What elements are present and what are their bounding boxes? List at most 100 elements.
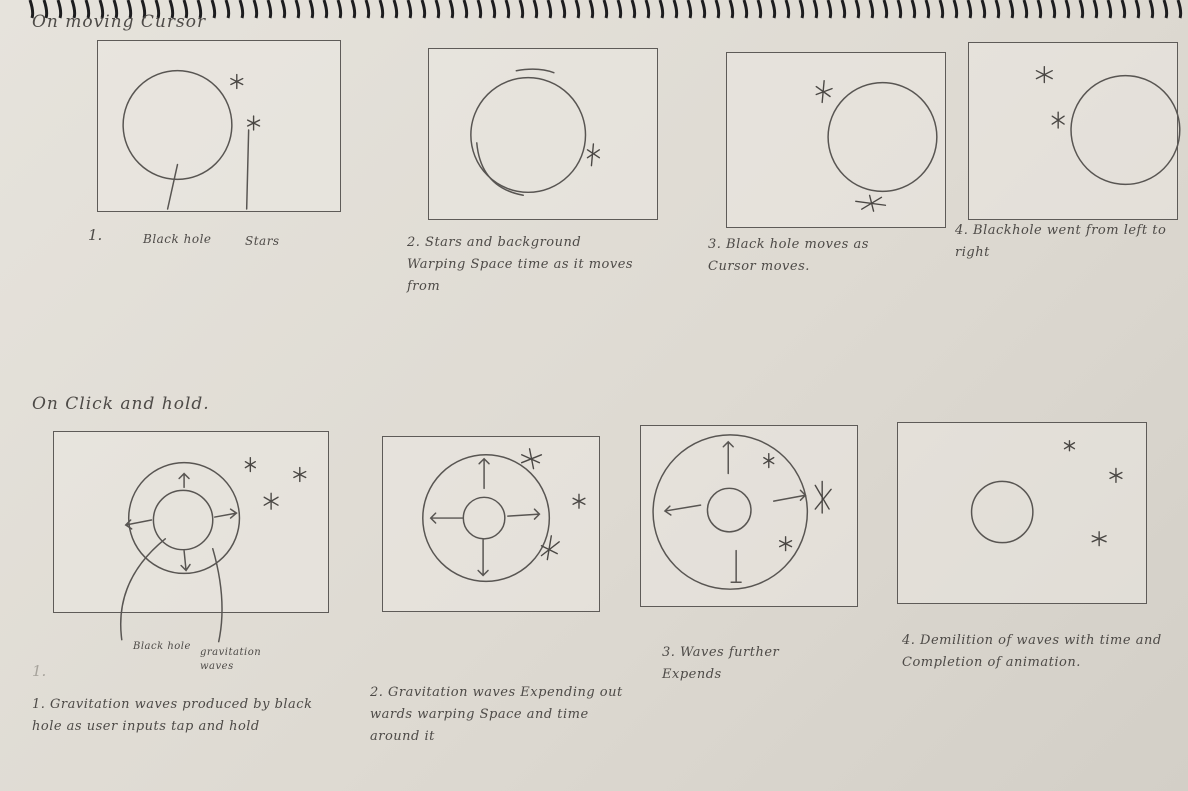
caption-click-1: 1. Gravitation waves produced by black h…: [32, 697, 313, 734]
spiral-coil: [1008, 0, 1015, 19]
caption-moving-4: 4. Blackhole went from left to right: [955, 223, 1167, 260]
spiral-coil: [798, 0, 805, 19]
spiral-coil: [392, 0, 399, 19]
star-icon: [1051, 111, 1065, 129]
spiral-coil: [378, 0, 385, 19]
spiral-coil: [1078, 0, 1085, 19]
star-icon: [246, 115, 261, 131]
label-black-hole: Black hole: [143, 232, 212, 246]
star-icon: [763, 453, 775, 469]
spiral-coil: [98, 0, 105, 19]
spiral-coil: [910, 0, 917, 19]
spiral-coil: [560, 0, 567, 19]
spiral-coil: [630, 0, 637, 19]
spiral-coil: [700, 0, 707, 19]
spiral-coil: [168, 0, 175, 19]
spiral-coil: [462, 0, 469, 19]
click-panel-2: [382, 436, 600, 612]
star-icon: [244, 457, 256, 473]
spiral-coil: [476, 0, 483, 19]
spiral-coil: [882, 0, 889, 19]
spiral-coil: [294, 0, 301, 19]
black-hole: [462, 496, 506, 540]
star-icon: [1035, 66, 1053, 84]
spiral-coil: [1162, 0, 1169, 19]
caption-moving-1: 1.: [88, 226, 103, 244]
spiral-coil: [266, 0, 273, 19]
moving-panel-1: [97, 40, 341, 212]
section-title-moving-cursor: On moving Cursor: [32, 12, 207, 32]
section-title-click-hold: On Click and hold.: [32, 394, 210, 414]
spiral-coil: [56, 0, 63, 19]
caption-click-2: 2. Gravitation waves Expending out wards…: [370, 685, 623, 744]
spiral-coil: [1064, 0, 1071, 19]
spiral-coil: [966, 0, 973, 19]
star-icon: [855, 194, 887, 212]
spiral-coil: [490, 0, 497, 19]
spiral-coil: [588, 0, 595, 19]
spiral-coil: [994, 0, 1001, 19]
star-icon: [1109, 467, 1123, 484]
spiral-coil: [686, 0, 693, 19]
spiral-coil: [280, 0, 287, 19]
moving-panel-4: [968, 42, 1181, 220]
black-hole: [827, 81, 938, 193]
spiral-coil: [756, 0, 763, 19]
star-icon: [815, 79, 833, 104]
black-hole: [970, 480, 1034, 544]
black-hole-warped: [470, 76, 587, 194]
spiral-coil: [322, 0, 329, 19]
caption-click-4: 4. Demilition of waves with time and Com…: [902, 633, 1162, 670]
star-icon: [1063, 440, 1076, 452]
spiral-coil: [728, 0, 735, 19]
spiral-coil: [1120, 0, 1127, 19]
spiral-coil: [196, 0, 203, 19]
spiral-coil: [658, 0, 665, 19]
spiral-coil: [448, 0, 455, 19]
gravitation-wave-ring: [652, 434, 809, 590]
spiral-coil: [350, 0, 357, 19]
caption-click-3: 3. Waves further Expends: [662, 645, 780, 682]
spiral-coil: [42, 0, 49, 19]
moving-panel-3: [726, 52, 946, 228]
spiral-coil: [1134, 0, 1141, 19]
spiral-coil: [336, 0, 343, 19]
spiral-coil: [784, 0, 791, 19]
label-gravitation-waves: gravitation waves: [200, 647, 262, 672]
spiral-coil: [644, 0, 651, 19]
spiral-coil: [714, 0, 721, 19]
spiral-coil: [210, 0, 217, 19]
spiral-coil: [742, 0, 749, 19]
caption-moving-2: 2. Stars and background Warping Space ti…: [407, 235, 634, 294]
spiral-coil: [826, 0, 833, 19]
star-icon: [540, 535, 560, 561]
star-icon: [814, 480, 832, 514]
spiral-coil: [938, 0, 945, 19]
spiral-coil: [854, 0, 861, 19]
star-icon: [520, 448, 543, 470]
spiral-coil: [406, 0, 413, 19]
black-hole: [706, 487, 752, 533]
spiral-coil: [224, 0, 231, 19]
spiral-coil: [1092, 0, 1099, 19]
spiral-coil: [1106, 0, 1113, 19]
spiral-coil: [574, 0, 581, 19]
black-hole: [122, 69, 233, 181]
spiral-coil: [924, 0, 931, 19]
spiral-coil: [546, 0, 553, 19]
click-panel-1: [53, 431, 329, 643]
spiral-coil: [532, 0, 539, 19]
spiral-coil: [770, 0, 777, 19]
caption-moving-3: 3. Black hole moves as Cursor moves.: [708, 237, 869, 274]
spiral-coil: [70, 0, 77, 19]
star-icon: [586, 143, 601, 167]
spiral-coil: [28, 0, 35, 19]
star-icon: [572, 493, 586, 509]
gravitation-wave-ring: [127, 461, 241, 575]
star-icon: [1091, 531, 1107, 547]
stray-mark: 1.: [32, 662, 47, 680]
spiral-coil: [1148, 0, 1155, 19]
spiral-coil: [952, 0, 959, 19]
spiral-coil: [518, 0, 525, 19]
